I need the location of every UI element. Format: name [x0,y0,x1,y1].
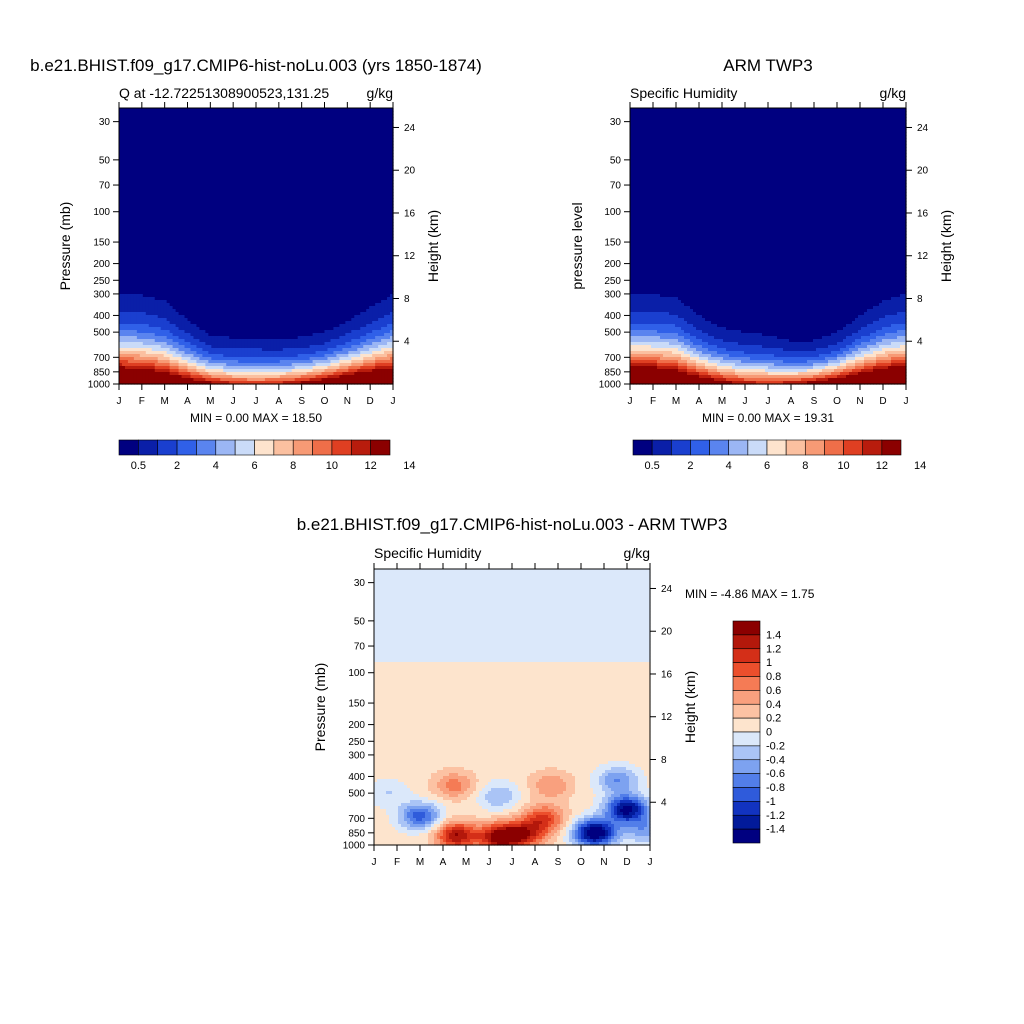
panel-left-title: Q at -12.72251308900523,131.25 [119,85,329,101]
panel-title: b.e21.BHIST.f09_g17.CMIP6-hist-noLu.003 … [30,56,482,75]
panel-units: g/kg [367,85,393,101]
panel-model-climatology: b.e21.BHIST.f09_g17.CMIP6-hist-noLu.003 … [30,56,482,472]
contour-field [119,108,394,385]
